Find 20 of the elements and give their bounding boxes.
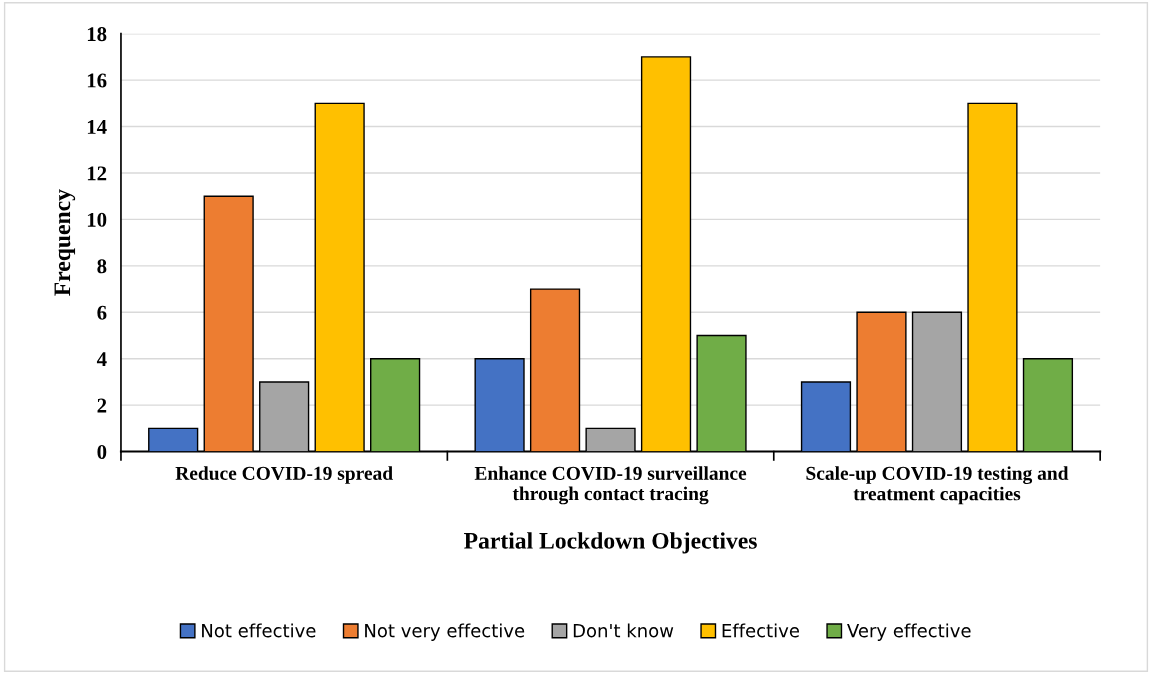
legend-label: Effective bbox=[722, 623, 799, 638]
x-axis-title: Partial Lockdown Objectives bbox=[464, 532, 757, 554]
legend-label: Not very effective bbox=[365, 623, 525, 641]
y-tick-label: 6 bbox=[97, 305, 107, 320]
y-tick-label: 18 bbox=[87, 27, 107, 42]
x-tick-label: Scale-up COVID-19 testing and treatment capacities bbox=[806, 466, 1069, 505]
legend-label: Don't know bbox=[573, 623, 674, 638]
x-tick-label: Reduce COVID-19 spread bbox=[175, 466, 393, 484]
y-axis-title: Frequency bbox=[54, 189, 76, 296]
legend-label: Very effective bbox=[847, 623, 971, 641]
y-tick-label: 4 bbox=[96, 352, 107, 366]
y-tick-label: 14 bbox=[87, 120, 107, 134]
y-tick-label: 12 bbox=[87, 166, 107, 181]
y-tick-label: 16 bbox=[87, 73, 107, 88]
y-tick-label: 2 bbox=[97, 398, 107, 413]
y-tick-label: 0 bbox=[97, 444, 107, 460]
legend-label: Not effective bbox=[202, 623, 316, 638]
y-tick-label: 10 bbox=[87, 212, 107, 227]
y-tick-label: 8 bbox=[97, 259, 107, 274]
x-tick-label: Enhance COVID-19 surveillance through contact tracing bbox=[474, 466, 747, 505]
